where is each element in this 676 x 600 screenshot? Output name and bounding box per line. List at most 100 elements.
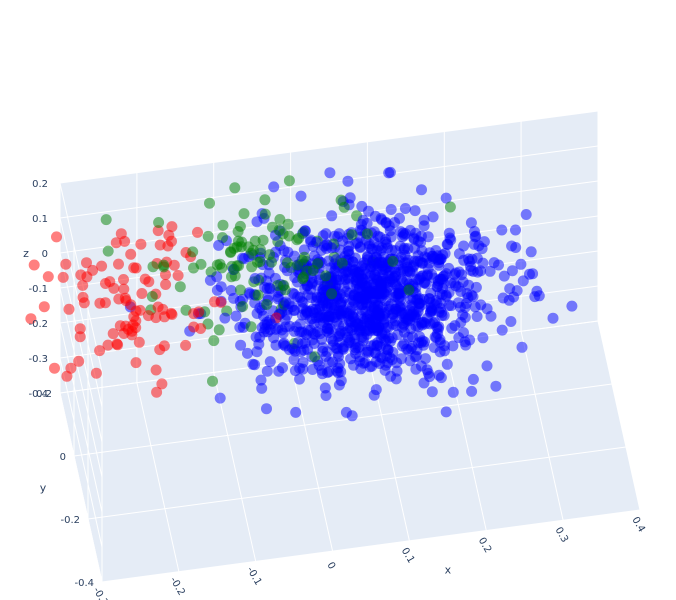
data-point-series-3 bbox=[356, 200, 368, 212]
data-point-series-3 bbox=[299, 283, 311, 295]
data-point-series-3 bbox=[446, 322, 458, 334]
data-point-series-1 bbox=[38, 301, 50, 313]
data-point-series-3 bbox=[235, 339, 247, 351]
z-gridline bbox=[59, 357, 103, 548]
data-point-series-2 bbox=[249, 235, 261, 247]
data-point-series-3 bbox=[442, 238, 454, 250]
x-tick-label: 0.2 bbox=[476, 536, 493, 555]
x-gridline bbox=[520, 331, 564, 521]
data-point-series-3 bbox=[296, 326, 308, 338]
data-point-series-3 bbox=[440, 406, 452, 418]
data-point-series-3 bbox=[425, 303, 437, 315]
data-point-series-3 bbox=[394, 212, 405, 224]
data-point-series-1 bbox=[94, 297, 106, 309]
data-point-series-3 bbox=[496, 224, 508, 236]
data-point-series-1 bbox=[118, 283, 130, 295]
data-point-series-2 bbox=[403, 284, 415, 296]
data-point-series-3 bbox=[384, 166, 396, 178]
data-point-series-2 bbox=[279, 284, 291, 296]
data-point-series-3 bbox=[376, 242, 388, 254]
data-point-series-3 bbox=[462, 253, 474, 265]
data-point-series-3 bbox=[294, 292, 306, 304]
data-point-series-1 bbox=[110, 237, 122, 249]
z-tick-label: 0.1 bbox=[32, 214, 48, 225]
z-gridline bbox=[59, 252, 103, 443]
data-point-series-3 bbox=[496, 324, 508, 336]
data-point-series-3 bbox=[230, 310, 242, 322]
data-point-series-3 bbox=[435, 372, 447, 384]
data-point-series-1 bbox=[156, 378, 168, 390]
data-point-series-3 bbox=[382, 344, 394, 356]
data-point-series-3 bbox=[261, 403, 272, 415]
data-point-series-2 bbox=[346, 229, 358, 241]
data-point-series-2 bbox=[147, 261, 159, 273]
data-point-series-2 bbox=[211, 259, 223, 271]
x-gridline bbox=[597, 320, 641, 511]
data-point-series-3 bbox=[515, 258, 527, 270]
data-point-series-1 bbox=[77, 279, 89, 291]
data-point-series-3 bbox=[268, 181, 280, 193]
data-point-series-2 bbox=[281, 257, 293, 269]
data-point-series-1 bbox=[73, 355, 85, 367]
data-point-series-1 bbox=[113, 258, 124, 270]
data-point-series-3 bbox=[342, 175, 354, 187]
data-point-series-3 bbox=[402, 345, 414, 356]
data-point-series-3 bbox=[458, 327, 469, 339]
x-gridline bbox=[290, 361, 334, 552]
data-point-series-3 bbox=[288, 354, 300, 366]
data-point-series-3 bbox=[299, 337, 311, 349]
data-point-series-1 bbox=[49, 362, 60, 374]
data-point-series-3 bbox=[352, 237, 363, 249]
data-point-series-3 bbox=[306, 313, 318, 325]
data-point-series-3 bbox=[385, 370, 397, 382]
data-point-series-2 bbox=[259, 208, 271, 220]
data-point-series-1 bbox=[81, 271, 93, 283]
data-point-series-3 bbox=[529, 291, 541, 303]
data-point-series-3 bbox=[484, 265, 496, 277]
data-point-series-3 bbox=[391, 357, 402, 369]
data-point-series-3 bbox=[465, 264, 477, 276]
data-point-series-2 bbox=[273, 224, 285, 236]
data-point-series-3 bbox=[281, 265, 293, 277]
data-point-series-1 bbox=[142, 310, 154, 322]
data-point-series-3 bbox=[386, 244, 398, 256]
data-point-series-2 bbox=[234, 220, 246, 232]
data-point-series-3 bbox=[258, 326, 270, 338]
data-point-series-3 bbox=[374, 255, 386, 267]
data-point-series-3 bbox=[490, 380, 502, 392]
y-tick-label: 0 bbox=[60, 452, 66, 463]
data-point-series-3 bbox=[363, 240, 375, 252]
data-point-series-3 bbox=[467, 373, 479, 385]
data-point-series-3 bbox=[383, 332, 395, 344]
data-point-series-3 bbox=[365, 301, 377, 312]
z-tick-label: -0.3 bbox=[28, 354, 48, 365]
x-gridline bbox=[213, 372, 257, 562]
data-point-series-3 bbox=[364, 325, 376, 337]
axis-titles: x y z bbox=[23, 247, 452, 577]
data-point-series-3 bbox=[321, 367, 333, 379]
data-point-series-3 bbox=[412, 250, 424, 262]
data-point-series-3 bbox=[385, 204, 397, 215]
data-point-series-3 bbox=[250, 331, 262, 343]
data-point-series-1 bbox=[126, 329, 138, 341]
data-point-series-2 bbox=[238, 208, 250, 220]
data-point-series-3 bbox=[377, 269, 389, 281]
data-point-series-1 bbox=[158, 340, 170, 352]
data-point-series-3 bbox=[477, 257, 489, 269]
data-point-series-1 bbox=[102, 339, 114, 351]
y-tick-label: -0.4 bbox=[74, 578, 94, 589]
data-point-series-2 bbox=[274, 214, 286, 225]
data-point-series-2 bbox=[387, 255, 399, 267]
data-point-series-2 bbox=[245, 321, 257, 333]
data-point-series-2 bbox=[234, 284, 246, 296]
data-point-series-3 bbox=[443, 227, 455, 239]
data-point-series-3 bbox=[219, 312, 231, 324]
data-point-series-2 bbox=[100, 214, 112, 226]
data-point-series-3 bbox=[317, 294, 329, 306]
data-point-series-3 bbox=[427, 211, 439, 223]
y-gridline bbox=[73, 383, 613, 457]
data-point-series-3 bbox=[286, 301, 298, 313]
data-points bbox=[25, 166, 578, 422]
data-point-series-3 bbox=[520, 209, 532, 220]
